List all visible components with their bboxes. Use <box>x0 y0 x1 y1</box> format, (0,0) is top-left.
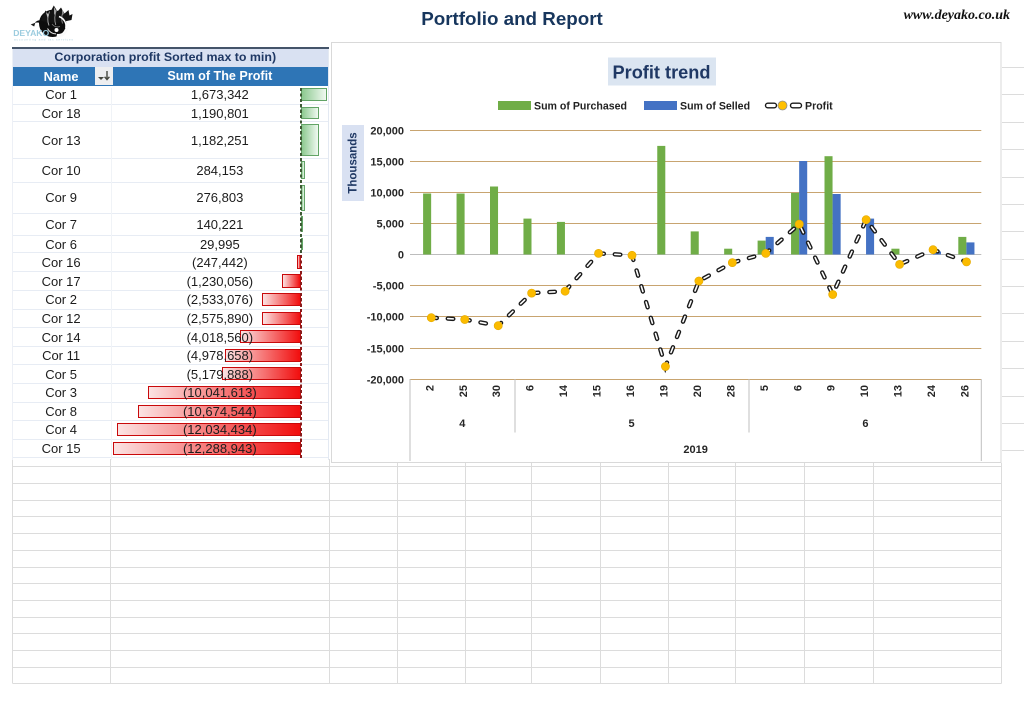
svg-text:Sum of Selled: Sum of Selled <box>680 101 750 113</box>
svg-text:accounting and tax services: accounting and tax services <box>14 37 74 41</box>
svg-text:24: 24 <box>926 384 938 397</box>
svg-text:Profit trend: Profit trend <box>612 63 710 83</box>
svg-text:0: 0 <box>398 249 404 261</box>
svg-text:5: 5 <box>629 418 635 430</box>
svg-text:10,000: 10,000 <box>370 187 404 199</box>
svg-text:15,000: 15,000 <box>370 156 404 168</box>
svg-text:2: 2 <box>424 385 436 391</box>
svg-text:2019: 2019 <box>683 444 707 456</box>
svg-text:-15,000: -15,000 <box>367 343 404 355</box>
svg-text:19: 19 <box>658 385 670 397</box>
svg-text:5: 5 <box>759 385 771 391</box>
svg-text:30: 30 <box>491 385 503 397</box>
svg-text:14: 14 <box>558 384 570 397</box>
svg-text:13: 13 <box>893 385 905 397</box>
svg-text:Profit: Profit <box>805 101 833 113</box>
svg-text:20: 20 <box>692 385 704 397</box>
svg-text:-10,000: -10,000 <box>367 311 404 323</box>
svg-text:25: 25 <box>458 385 470 397</box>
svg-text:15: 15 <box>592 385 604 397</box>
svg-text:4: 4 <box>459 418 466 430</box>
svg-text:6: 6 <box>525 385 537 391</box>
svg-text:-20,000: -20,000 <box>367 374 404 386</box>
svg-text:16: 16 <box>625 385 637 397</box>
svg-text:-5,000: -5,000 <box>373 280 404 292</box>
svg-text:9: 9 <box>826 385 838 391</box>
svg-text:Sum of Purchased: Sum of Purchased <box>534 101 627 113</box>
svg-text:10: 10 <box>859 385 871 397</box>
svg-text:20,000: 20,000 <box>370 125 404 137</box>
svg-text:Thousands: Thousands <box>347 132 359 193</box>
svg-text:28: 28 <box>725 385 737 397</box>
svg-text:6: 6 <box>792 385 804 391</box>
svg-text:5,000: 5,000 <box>376 218 404 230</box>
svg-text:26: 26 <box>960 385 972 397</box>
svg-text:6: 6 <box>862 418 868 430</box>
svg-text:DEYAKO: DEYAKO <box>13 28 49 38</box>
